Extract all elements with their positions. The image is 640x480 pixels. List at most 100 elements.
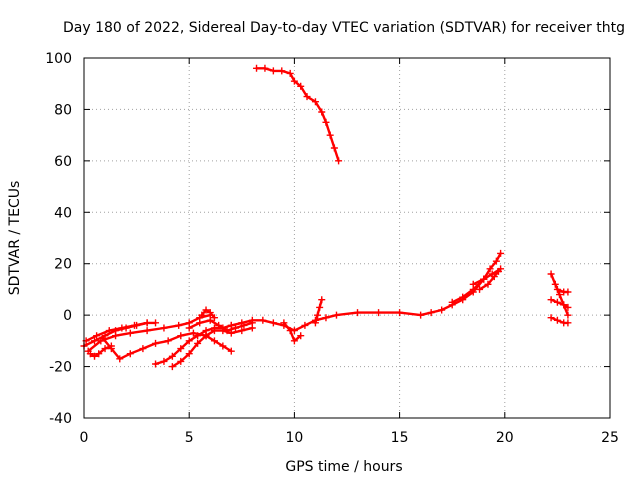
y-tick-label: 40 <box>54 205 72 221</box>
data-point-plus <box>560 301 568 309</box>
data-point-plus <box>469 280 477 288</box>
data-point-plus <box>202 332 210 340</box>
y-tick-label: 20 <box>54 257 72 273</box>
chart-title: Day 180 of 2022, Sidereal Day-to-day VTE… <box>63 20 625 36</box>
data-point-plus <box>152 360 160 368</box>
data-point-plus <box>354 309 362 317</box>
y-axis-label: SDTVAR / TECUs <box>7 181 23 296</box>
data-point-plus <box>189 329 197 337</box>
x-tick-label: 25 <box>601 430 619 446</box>
data-point-plus <box>297 82 305 90</box>
data-point-plus <box>553 316 561 324</box>
data-point-plus <box>185 324 193 332</box>
data-point-plus <box>375 309 383 317</box>
data-point-plus <box>210 327 218 335</box>
data-point-plus <box>238 327 246 335</box>
data-point-plus <box>280 319 288 327</box>
series-track-20 <box>553 285 572 296</box>
data-point-plus <box>116 355 124 363</box>
data-point-plus <box>248 316 256 324</box>
data-point-plus <box>261 64 269 72</box>
y-tick-label: -40 <box>49 411 72 427</box>
data-point-plus <box>143 319 151 327</box>
data-point-plus <box>490 273 498 281</box>
data-point-plus <box>318 296 326 304</box>
data-point-plus <box>303 93 311 101</box>
data-point-plus <box>448 298 456 306</box>
series-line <box>314 298 323 325</box>
y-tick-label: -20 <box>49 360 72 376</box>
data-point-plus <box>196 319 204 327</box>
data-point-plus <box>564 288 572 296</box>
x-tick-label: 20 <box>496 430 514 446</box>
x-axis-label: GPS time / hours <box>285 459 402 475</box>
data-point-plus <box>551 280 559 288</box>
data-point-plus <box>556 291 564 299</box>
data-point-plus <box>177 345 185 353</box>
data-point-plus <box>396 309 404 317</box>
data-point-plus <box>547 314 555 322</box>
series-line <box>282 321 302 343</box>
data-point-plus <box>210 314 218 322</box>
data-point-plus <box>227 329 235 337</box>
data-point-plus <box>286 69 294 77</box>
data-point-plus <box>553 285 561 293</box>
data-point-plus <box>547 296 555 304</box>
data-point-plus <box>322 118 330 126</box>
data-point-plus <box>175 321 183 329</box>
data-point-plus <box>278 67 286 75</box>
data-point-plus <box>198 311 206 319</box>
series-track-10 <box>227 275 488 335</box>
series-line <box>171 326 254 368</box>
data-point-plus <box>427 309 435 317</box>
data-point-plus <box>326 131 334 139</box>
series-track-7 <box>168 324 256 371</box>
series-line <box>230 277 485 332</box>
series-track-12 <box>311 296 326 327</box>
data-point-plus <box>318 108 326 116</box>
data-point-plus <box>311 319 319 327</box>
data-point-plus <box>112 332 120 340</box>
plot-frame <box>83 57 611 419</box>
data-point-plus <box>476 285 484 293</box>
x-tick-label: 10 <box>285 430 303 446</box>
series-line <box>478 270 500 291</box>
data-point-plus <box>259 316 267 324</box>
data-point-plus <box>206 309 214 317</box>
data-point-plus <box>95 350 103 358</box>
y-tick-label: 80 <box>54 102 72 118</box>
series-track-13 <box>448 249 505 306</box>
series-line <box>101 331 233 361</box>
data-point-plus <box>206 316 214 324</box>
data-point-plus <box>231 324 239 332</box>
data-point-plus <box>143 327 151 335</box>
data-point-plus <box>223 327 231 335</box>
data-point-plus <box>480 275 488 283</box>
series-track-18 <box>547 296 572 311</box>
series-track-2 <box>82 319 151 345</box>
data-point-plus <box>126 329 134 337</box>
data-point-plus <box>219 342 227 350</box>
data-point-plus <box>269 319 277 327</box>
data-point-plus <box>227 321 235 329</box>
data-point-plus <box>130 321 138 329</box>
data-point-plus <box>297 332 305 340</box>
x-tick-label: 0 <box>80 430 89 446</box>
grid-layer <box>84 58 610 418</box>
data-point-plus <box>202 306 210 314</box>
data-point-plus <box>564 303 572 311</box>
data-point-plus <box>286 327 294 335</box>
data-point-plus <box>553 298 561 306</box>
data-point-plus <box>417 311 425 319</box>
data-point-plus <box>301 321 309 329</box>
series-track-15 <box>476 267 502 293</box>
data-point-plus <box>290 77 298 85</box>
data-point-plus <box>314 311 322 319</box>
data-point-plus <box>168 363 176 371</box>
y-tick-label: 0 <box>63 308 72 324</box>
data-point-plus <box>91 337 99 345</box>
data-point-plus <box>459 293 467 301</box>
data-point-plus <box>227 347 235 355</box>
data-point-plus <box>238 319 246 327</box>
